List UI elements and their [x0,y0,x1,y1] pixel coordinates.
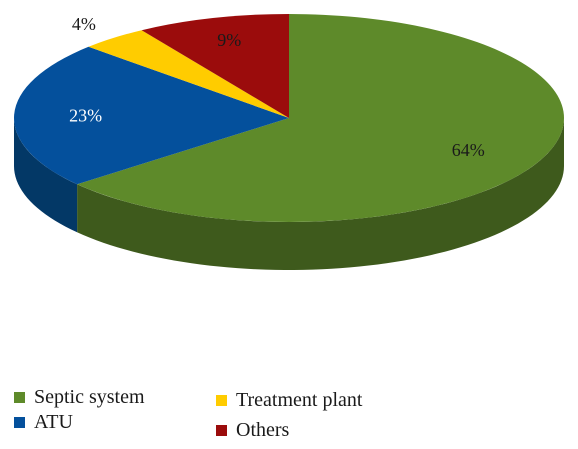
legend-swatch-atu [14,417,25,428]
legend-label-atu: ATU [34,411,73,433]
pie-slice-others [141,14,289,118]
pie-sides [14,118,565,270]
pie-slice-septic-system [77,14,565,222]
legend-item-atu: ATU [14,411,73,434]
data-label-atu: 23% [69,106,102,126]
legend-label-treatment-plant: Treatment plant [236,389,363,411]
legend-item-treatment-plant: Treatment plant [216,389,362,412]
pie-slice-treatment-plant [88,30,289,118]
legend: Septic system ATU Treatment plant Others [0,380,578,449]
legend-swatch-treatment-plant [216,395,227,406]
pie-data-labels: 64% 23% 4% 9% [69,14,485,160]
legend-swatch-septic-system [14,392,25,403]
legend-label-septic-system: Septic system [34,386,145,408]
legend-item-septic-system: Septic system [14,386,145,409]
pie-side-septic-system [77,118,565,270]
legend-label-others: Others [236,419,290,441]
pie-chart: 64% 23% 4% 9% [14,14,565,270]
data-label-septic-system: 64% [452,140,485,160]
data-label-others: 9% [217,30,241,50]
pie-slice-atu [14,46,290,185]
pie-slices [14,14,565,222]
data-label-treatment-plant: 4% [72,14,96,34]
legend-item-others: Others [216,419,289,442]
pie-side-atu [14,118,78,233]
legend-swatch-others [216,425,227,436]
